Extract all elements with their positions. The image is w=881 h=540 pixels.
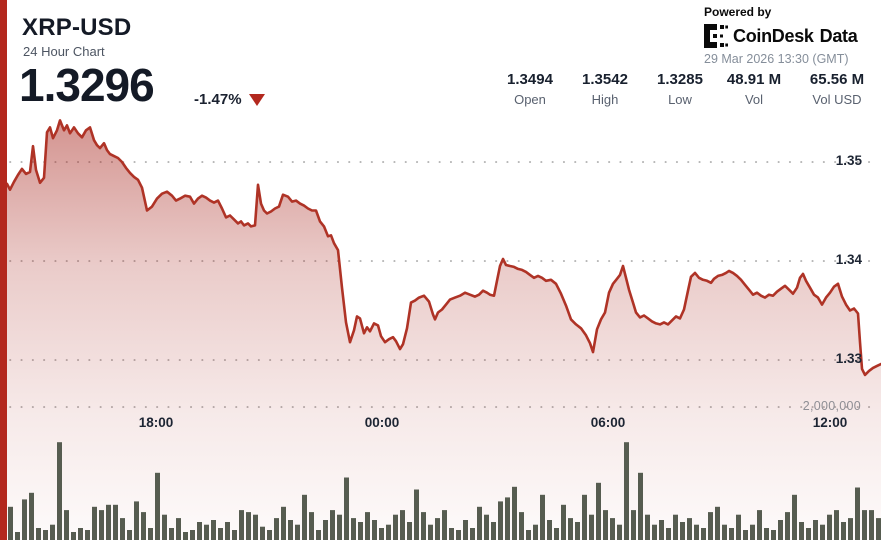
price-change-percent: -1.47% xyxy=(194,91,242,108)
y-axis-tick-1-34: 1.34 xyxy=(835,252,862,267)
chart-subtitle: 24 Hour Chart xyxy=(23,44,105,59)
x-axis-tick-12-00: 12:00 xyxy=(812,415,848,430)
volume-bars xyxy=(1,442,881,540)
low-value: 1.3285 xyxy=(657,71,703,88)
stat-volume: 48.91 M Vol xyxy=(715,71,793,107)
open-value: 1.3494 xyxy=(507,71,553,88)
volume-usd-value: 65.56 M xyxy=(809,71,865,88)
x-axis-tick-06-00: 06:00 xyxy=(590,415,626,430)
price-change: -1.47% xyxy=(194,91,265,108)
stat-open: 1.3494 Open xyxy=(495,71,565,107)
volume-usd-label: Vol USD xyxy=(812,92,862,107)
x-axis-tick-00-00: 00:00 xyxy=(364,415,400,430)
brand-name: CoinDesk xyxy=(733,25,814,46)
stat-high: 1.3542 High xyxy=(565,71,645,107)
coindesk-logo-icon xyxy=(704,24,728,48)
stat-volume-usd: 65.56 M Vol USD xyxy=(793,71,881,107)
current-price: 1.3296 xyxy=(19,59,155,111)
powered-by-block: Powered by CoinDesk Data 29 Mar 2026 13:… xyxy=(704,5,881,66)
volume-axis-tick: 2,000,000 xyxy=(802,399,861,413)
volume-value: 48.91 M xyxy=(726,71,782,88)
price-line xyxy=(5,119,881,377)
high-label: High xyxy=(591,92,619,107)
open-label: Open xyxy=(514,92,546,107)
high-value: 1.3542 xyxy=(582,71,628,88)
arrow-down-icon xyxy=(248,93,265,106)
ohlc-stats-row: 1.3494 Open 1.3542 High 1.3285 Low 48.91… xyxy=(495,71,881,107)
instrument-symbol: XRP-USD xyxy=(22,14,132,41)
y-axis-tick-1-33: 1.33 xyxy=(835,351,862,366)
price-area-fill xyxy=(7,120,881,540)
brand-suffix: Data xyxy=(819,25,858,46)
x-axis-tick-18-00: 18:00 xyxy=(138,415,174,430)
chart-timestamp: 29 Mar 2026 13:30 (GMT) xyxy=(704,52,849,66)
coindesk-data-logo[interactable]: CoinDesk Data xyxy=(704,24,881,48)
left-accent-bar xyxy=(0,0,7,540)
volume-label: Vol xyxy=(744,92,764,107)
stat-low: 1.3285 Low xyxy=(645,71,715,107)
y-axis-tick-1-35: 1.35 xyxy=(835,153,862,168)
powered-by-label: Powered by xyxy=(704,5,772,19)
low-label: Low xyxy=(668,92,692,107)
